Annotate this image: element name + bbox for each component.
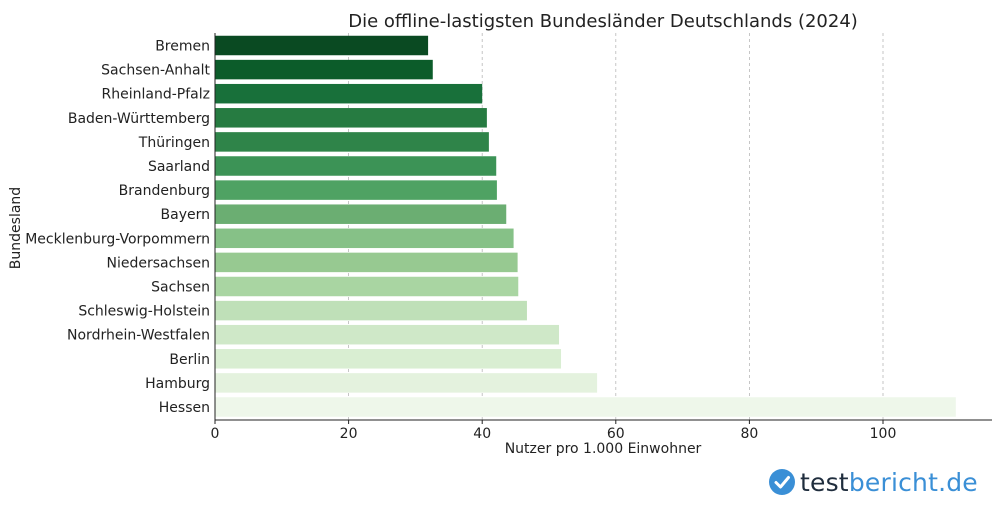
gridlines <box>348 33 884 420</box>
y-tick-label: Niedersachsen <box>107 255 210 271</box>
y-tick-label: Berlin <box>169 352 210 368</box>
y-tick-label: Brandenburg <box>119 183 210 199</box>
x-ticks: 0 20 40 60 80 100 <box>211 420 897 442</box>
testbericht-logo[interactable]: testbericht.de <box>768 465 978 499</box>
bar <box>215 349 562 369</box>
y-tick-label: Baden-Württemberg <box>68 111 210 127</box>
bar <box>215 204 507 224</box>
y-axis-label: Bundesland <box>8 187 24 269</box>
bar <box>215 83 483 104</box>
logo-text: testbericht.de <box>800 468 978 497</box>
bar <box>215 300 527 321</box>
x-tick-label: 60 <box>607 426 625 442</box>
bar <box>215 132 489 152</box>
y-tick-label: Nordrhein-Westfalen <box>67 328 210 344</box>
x-axis-label: Nutzer pro 1.000 Einwohner <box>505 441 702 457</box>
y-tick-label: Hessen <box>159 400 210 416</box>
bars <box>215 35 956 417</box>
bar <box>215 397 956 417</box>
y-tick-label: Hamburg <box>145 376 210 392</box>
logo-text-bericht: bericht.de <box>848 467 978 497</box>
y-tick-label: Schleswig-Holstein <box>78 304 210 320</box>
y-tick-label: Thüringen <box>138 135 210 151</box>
x-tick-label: 0 <box>211 426 220 442</box>
y-tick-label: Saarland <box>148 159 210 175</box>
bar <box>215 228 514 249</box>
y-tick-label: Bremen <box>155 39 210 55</box>
bar <box>215 324 560 345</box>
x-tick-label: 100 <box>870 426 897 442</box>
bar <box>215 59 433 80</box>
bar <box>215 373 598 393</box>
y-tick-label: Mecklenburg-Vorpommern <box>25 231 210 247</box>
y-tick-labels: Bremen Sachsen-Anhalt Rheinland-Pfalz Baden… <box>25 39 210 417</box>
logo-text-test: test <box>800 467 849 497</box>
bar <box>215 108 487 128</box>
bar <box>215 156 497 176</box>
checkmark-badge-icon <box>769 469 795 495</box>
y-tick-label: Sachsen <box>151 280 210 296</box>
x-tick-label: 40 <box>473 426 491 442</box>
y-tick-label: Rheinland-Pfalz <box>102 87 210 103</box>
chart-title: Die offline-lastigsten Bundesländer Deut… <box>348 11 858 32</box>
x-tick-label: 20 <box>340 426 358 442</box>
bar <box>215 252 518 273</box>
bar <box>215 180 497 200</box>
bar <box>215 35 429 56</box>
y-tick-label: Bayern <box>161 207 210 223</box>
bar <box>215 276 519 297</box>
x-tick-label: 80 <box>740 426 758 442</box>
y-tick-label: Sachsen-Anhalt <box>101 63 210 79</box>
